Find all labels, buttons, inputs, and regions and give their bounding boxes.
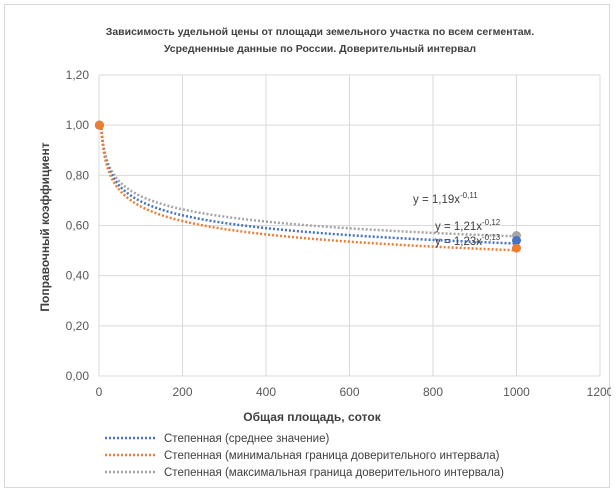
legend-label-0: Степенная (среднее значение): [164, 433, 329, 445]
chart-title-line1: Зависимость удельной цены от площади зем…: [106, 26, 535, 38]
y-tick-label: 1,00: [66, 118, 90, 132]
y-tick-label: 1,20: [66, 68, 90, 82]
legend: Степенная (среднее значение) Степенная (м…: [105, 433, 504, 479]
series-line-2: [99, 123, 517, 238]
y-tick-label: 0,60: [66, 219, 90, 233]
x-axis-title: Общая площадь, соток: [243, 410, 381, 424]
y-tick-label: 0,40: [66, 269, 90, 283]
y-axis-title: Поправочный коэффициент: [38, 142, 52, 311]
chart-svg: Зависимость удельной цены от площади зем…: [38, 26, 611, 479]
chart-title-line2: Усредненные данные по России. Доверитель…: [164, 43, 476, 55]
legend-label-1: Степенная (минимальная граница доверител…: [164, 450, 500, 462]
point-layer: [94, 120, 521, 253]
y-tick-layer: 0,00 0,20 0,40 0,60 0,80 1,00 1,20: [66, 68, 90, 383]
x-tick-label: 400: [256, 385, 276, 399]
x-tick-layer: 0 200 400 600 800 1000 1200: [96, 385, 611, 399]
series-layer: [99, 123, 517, 252]
x-tick-label: 800: [423, 385, 443, 399]
data-point-1-1: [512, 243, 521, 253]
data-point-0-1: [512, 236, 521, 246]
chart-frame: Зависимость удельной цены от площади зем…: [4, 4, 611, 488]
trendline-equation-1: y = 1,23x-0,13: [435, 233, 501, 248]
grid-layer: [98, 74, 601, 377]
y-tick-label: 0,20: [66, 319, 90, 333]
x-tick-label: 600: [339, 385, 359, 399]
x-tick-label: 1000: [503, 385, 530, 399]
x-tick-label: 0: [96, 385, 103, 399]
trendline-equation-0: y = 1,21x-0,12: [435, 218, 501, 233]
y-tick-label: 0,00: [66, 369, 90, 383]
trendline-equation-2: y = 1,19x-0,11: [413, 191, 478, 206]
data-point-1-0: [94, 120, 104, 130]
x-tick-label: 1200: [587, 385, 611, 399]
x-tick-label: 200: [172, 385, 192, 399]
y-tick-label: 0,80: [66, 168, 90, 182]
legend-label-2: Степенная (максимальная граница доверите…: [164, 467, 504, 479]
